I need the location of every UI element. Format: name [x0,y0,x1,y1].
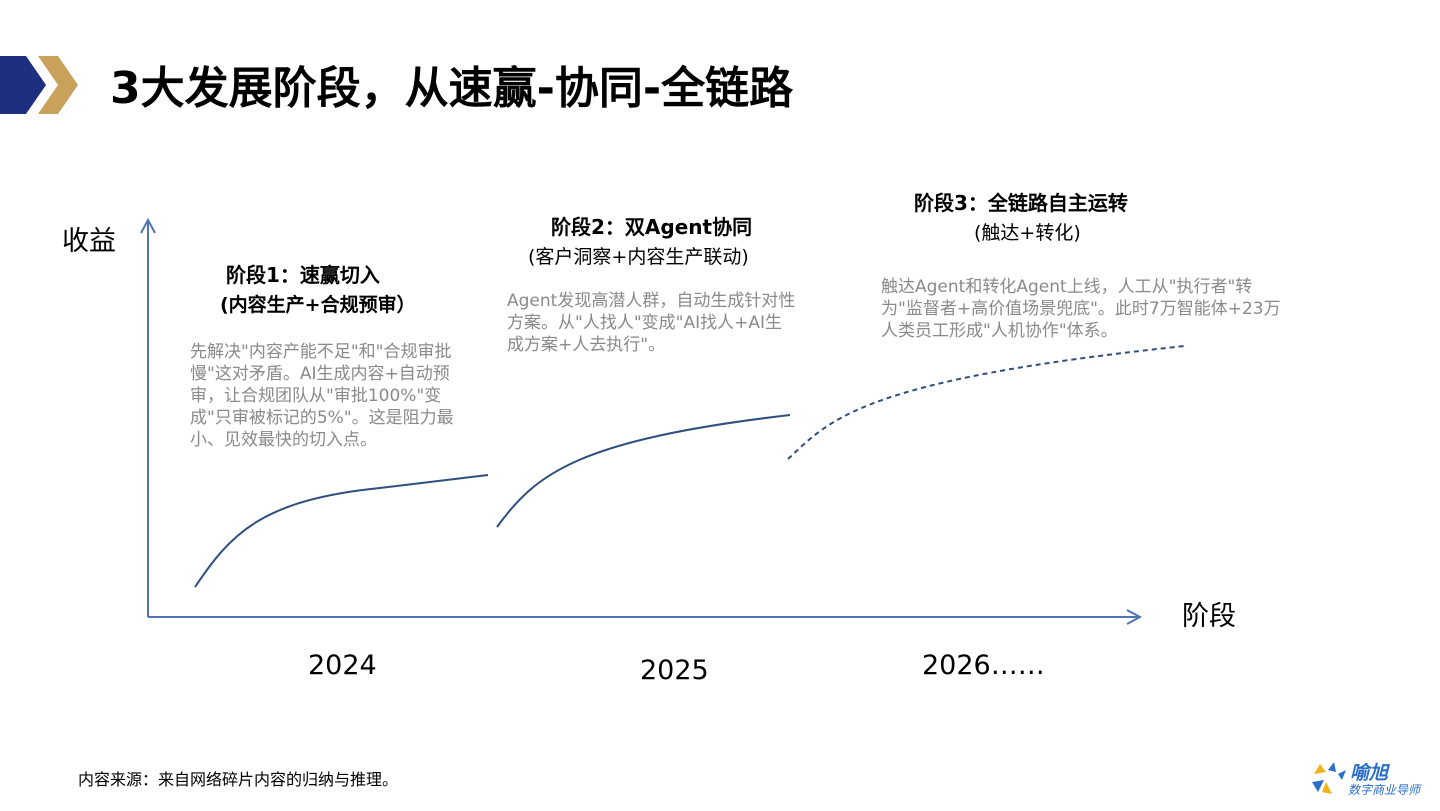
stage-3-description: 触达Agent和转化Agent上线，人工从"执行者"转为"监督者+高价值场景兜底… [881,277,1281,341]
year-2024: 2024 [308,650,377,681]
logo-name: 喻旭 [1350,762,1389,784]
stage-3-curve [787,345,1186,460]
stage-1-curve [194,474,489,588]
stage-1-description: 先解决"内容产能不足"和"合规审批慢"这对矛盾。AI生成内容+自动预审，让合规团… [190,342,454,450]
stage-1-subtitle: (内容生产+合规预审） [220,294,416,316]
year-2025: 2025 [640,655,709,686]
page-title: 3大发展阶段，从速赢-协同-全链路 [110,63,794,114]
y-axis-label: 收益 [62,226,116,257]
y-axis-arrow [140,217,156,234]
starburst-logo-icon [1312,762,1346,794]
source-note: 内容来源：来自网络碎片内容的归纳与推理。 [78,770,399,789]
stage-2-curve [496,414,791,528]
stage-2-description: Agent发现高潜人群，自动生成针对性方案。从"人找人"变成"AI找人+AI生成… [507,291,796,355]
stage-2-title: 阶段2：双Agent协同 [551,215,753,239]
stage-1-title: 阶段1：速赢切入 [226,263,380,287]
stage-3-title: 阶段3：全链路自主运转 [914,191,1128,215]
stage-3-subtitle: (触达+转化) [974,222,1081,244]
logo-tagline: 数字商业导师 [1348,783,1421,797]
stage-2-subtitle: (客户洞察+内容生产联动) [528,246,749,268]
double-chevron-icon [0,56,78,114]
x-axis-arrow [1126,609,1143,625]
brand-logo: 喻旭 数字商业导师 [1310,758,1428,800]
year-2026: 2026…… [922,650,1045,681]
x-axis-label: 阶段 [1182,601,1236,632]
